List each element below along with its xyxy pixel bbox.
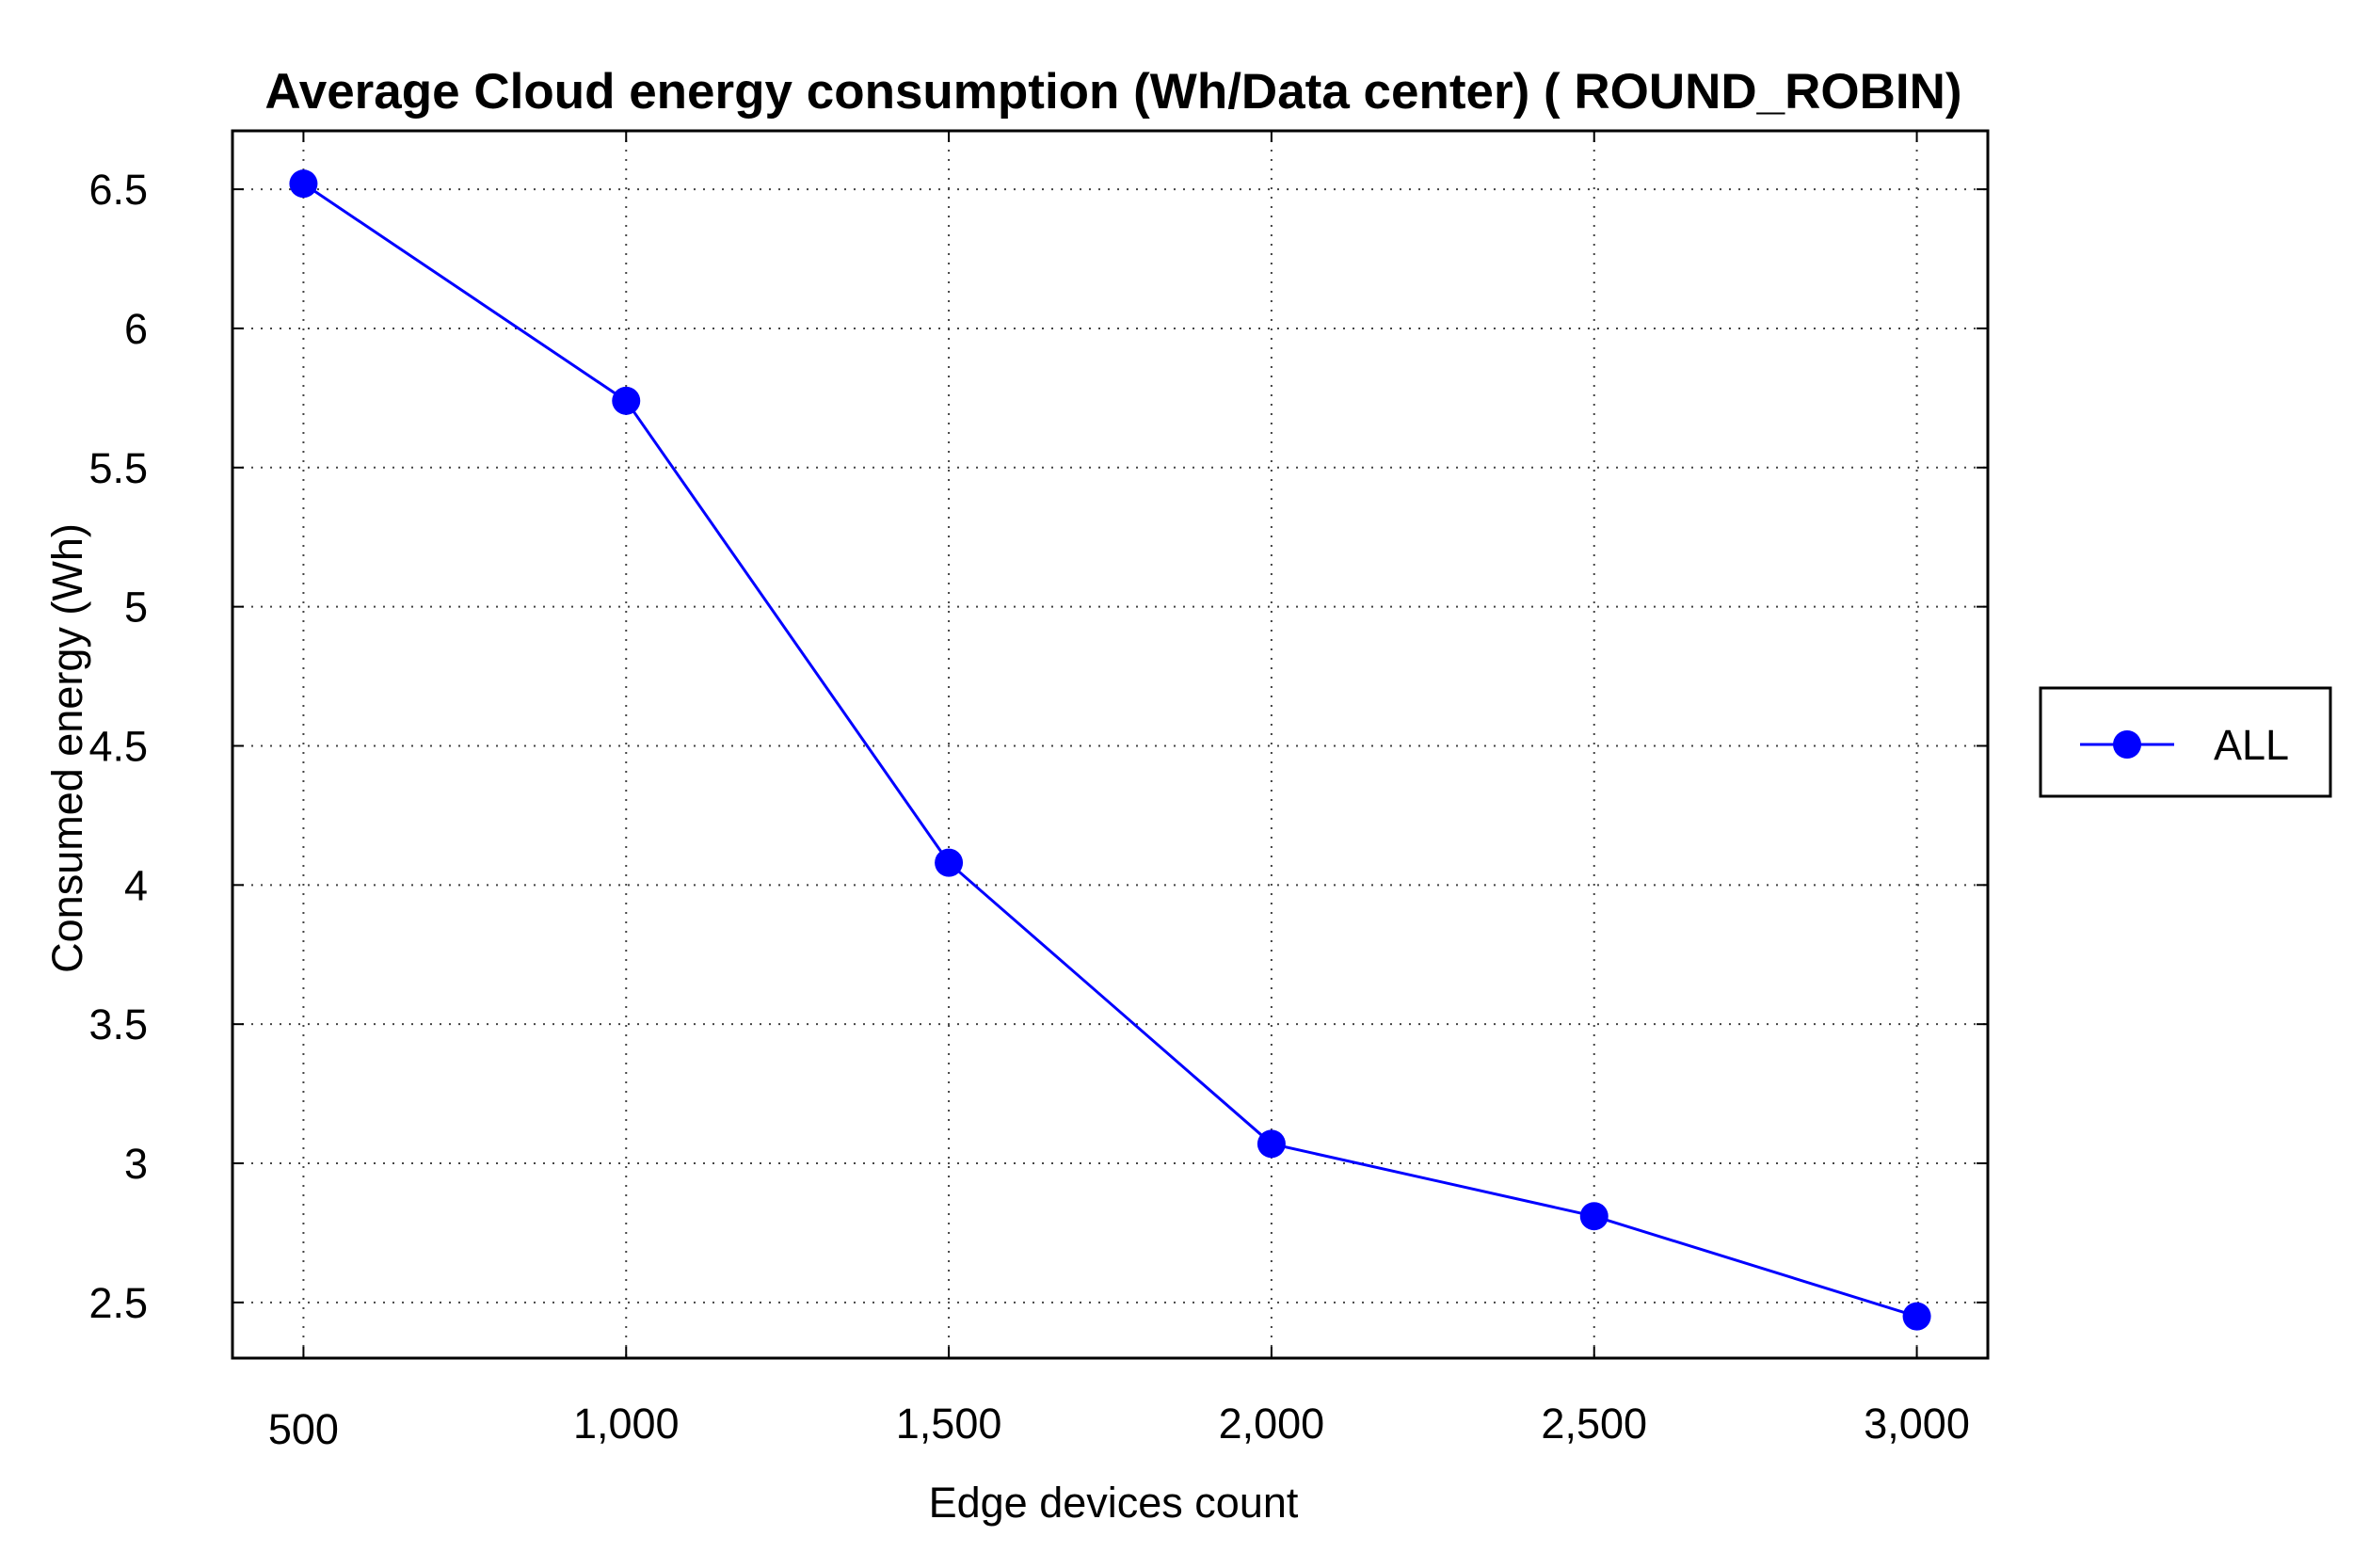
y-tick-label: 3.5 [88,1000,148,1048]
y-tick-label: 3 [124,1140,148,1188]
series-line-all [302,182,1918,1319]
y-axis-label: Consumed energy (Wh) [43,523,91,973]
plot-area-frame [231,129,1990,1360]
x-tick-label: 500 [268,1405,339,1453]
series-layer [289,169,1931,1331]
x-axis-ticks: 500 1,000 1,500 2,000 2,500 3,000 [268,131,1970,1453]
data-point [289,169,318,199]
y-tick-label: 5 [124,584,148,632]
y-axis-ticks: 2.5 3 3.5 4 4.5 5 5.5 6 6.5 [88,166,1988,1327]
legend-marker-swatch [2113,730,2141,759]
y-tick-label: 6.5 [88,166,148,214]
x-tick-label: 1,500 [896,1400,1002,1448]
data-point [1257,1129,1286,1159]
y-tick-label: 2.5 [88,1279,148,1327]
y-tick-label: 4.5 [88,722,148,770]
x-axis-label: Edge devices count [929,1479,1299,1527]
chart-title: Average Cloud energy consumption (Wh/Dat… [264,64,1961,120]
y-tick-label: 4 [124,861,148,909]
legend-box [2039,686,2332,798]
data-point [1579,1202,1609,1231]
x-tick-label: 2,500 [1541,1400,1647,1448]
x-tick-label: 2,000 [1219,1400,1325,1448]
legend: ALL [2039,686,2332,798]
data-point [1902,1302,1931,1331]
grid-lines [232,131,1988,1358]
data-point [612,386,641,415]
y-tick-label: 6 [124,305,148,353]
data-point [935,848,964,877]
y-tick-label: 5.5 [88,444,148,492]
x-tick-label: 3,000 [1864,1400,1970,1448]
legend-label-all: ALL [2214,721,2289,769]
x-tick-label: 1,000 [573,1400,680,1448]
